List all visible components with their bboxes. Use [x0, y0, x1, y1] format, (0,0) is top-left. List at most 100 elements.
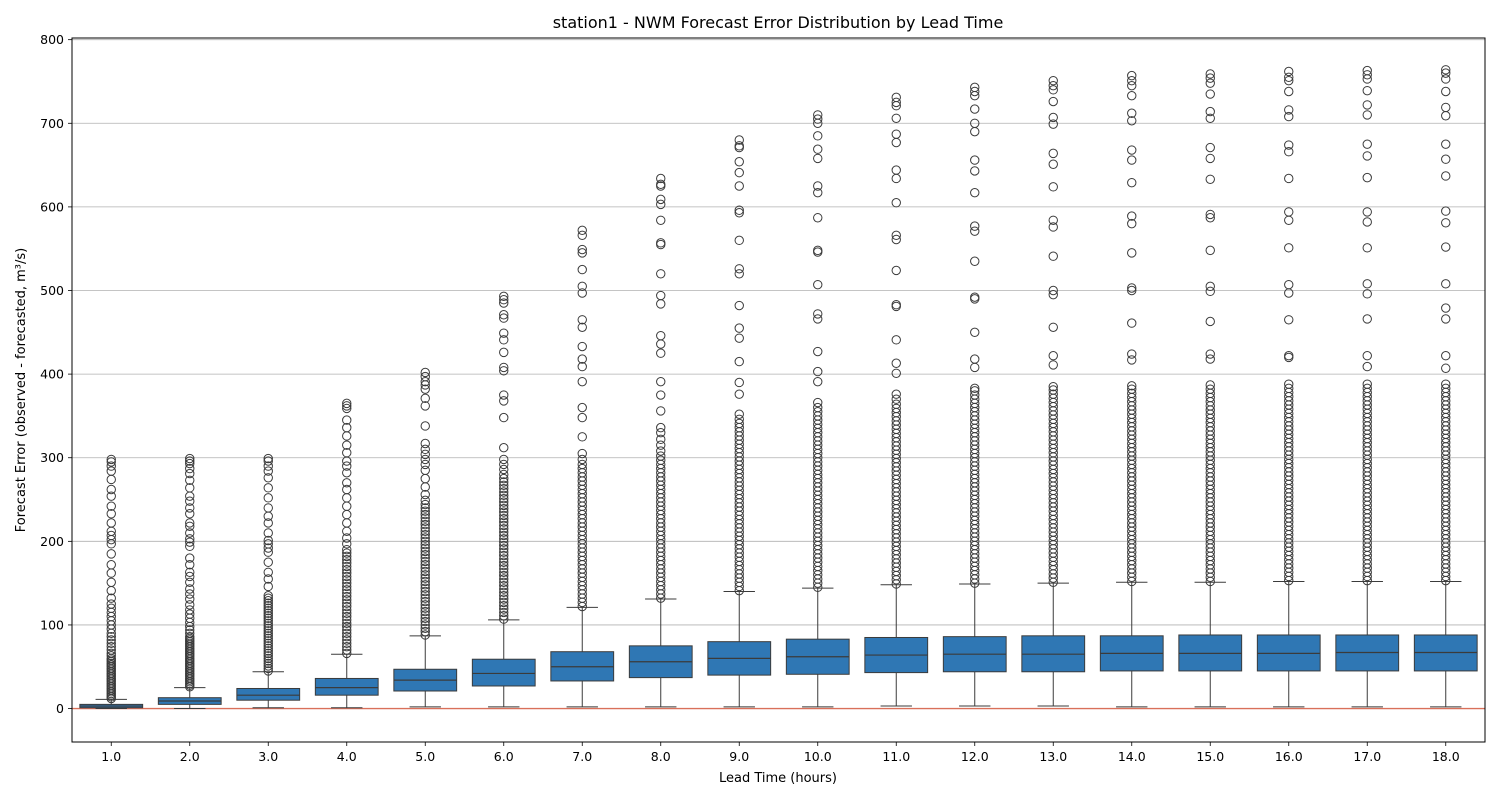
outlier-point — [656, 215, 666, 225]
outlier-point — [1362, 172, 1372, 183]
outlier-point — [106, 530, 116, 541]
outlier-point — [891, 165, 901, 175]
outlier-point — [891, 389, 901, 399]
outlier-point — [342, 565, 352, 575]
outlier-point — [420, 596, 430, 607]
outlier-point — [577, 354, 587, 364]
outlier-point — [499, 291, 509, 302]
outlier-point — [499, 577, 509, 588]
outlier-point — [813, 402, 823, 413]
outlier-point — [577, 264, 587, 275]
outlier-point — [577, 281, 587, 292]
outlier-point — [1284, 105, 1294, 115]
box-3.0 — [236, 671, 301, 709]
outlier-point — [1205, 113, 1215, 123]
outlier-point — [420, 444, 430, 455]
outlier-point — [106, 568, 116, 578]
outlier-point — [813, 346, 823, 357]
outlier-point — [499, 607, 509, 618]
y-tick-label-100: 100 — [40, 617, 64, 632]
outlier-point — [263, 631, 273, 641]
outlier-point — [499, 614, 509, 624]
outlier-point — [185, 521, 195, 531]
outlier-point — [263, 623, 273, 633]
outlier-point — [813, 245, 823, 256]
outlier-point — [106, 599, 116, 609]
outlier-point — [263, 618, 273, 628]
outlier-point — [263, 535, 273, 546]
outlier-point — [263, 603, 273, 613]
outlier-point — [263, 661, 273, 671]
outlier-point — [1048, 148, 1058, 159]
outlier-point — [970, 386, 980, 396]
outlier-point — [499, 328, 509, 338]
outlier-point — [656, 440, 666, 450]
outlier-point — [263, 621, 273, 631]
outlier-point — [106, 549, 116, 559]
outlier-point — [185, 528, 195, 538]
outlier-point — [185, 625, 195, 635]
outlier-point — [342, 544, 352, 555]
outlier-point — [1048, 322, 1058, 332]
outlier-point — [185, 483, 195, 493]
outlier-point — [185, 577, 195, 588]
outlier-point — [499, 504, 509, 514]
outlier-point — [342, 456, 352, 466]
outlier-point — [1362, 100, 1372, 110]
outlier-point — [1048, 222, 1058, 232]
y-tick-label-600: 600 — [40, 199, 64, 214]
outlier-point — [813, 187, 823, 198]
outlier-point — [1127, 211, 1137, 221]
outlier-point — [420, 576, 430, 587]
outlier-point — [1127, 177, 1137, 188]
outliers-14.0 — [1127, 70, 1137, 587]
outlier-point — [420, 556, 430, 567]
outlier-point — [420, 600, 430, 610]
outlier-point — [577, 402, 587, 413]
outlier-point — [499, 464, 509, 475]
y-tick-label-200: 200 — [40, 534, 64, 549]
outlier-point — [891, 230, 901, 241]
outlier-point — [656, 290, 666, 301]
outlier-point — [420, 499, 430, 510]
outlier-point — [813, 397, 823, 408]
box-18.0 — [1413, 580, 1478, 708]
outlier-point — [185, 609, 195, 619]
outlier-point — [970, 82, 980, 93]
outliers-8.0 — [656, 173, 666, 603]
outlier-point — [1048, 285, 1058, 296]
outlier-point — [734, 418, 744, 429]
outlier-point — [185, 537, 195, 547]
outlier-point — [1205, 384, 1215, 394]
outlier-point — [342, 461, 352, 471]
outlier-point — [263, 543, 273, 553]
outlier-point — [106, 648, 116, 659]
outlier-point — [1284, 383, 1294, 394]
outlier-point — [106, 577, 116, 588]
outlier-point — [891, 173, 901, 184]
outlier-point — [1441, 206, 1451, 216]
outlier-point — [499, 524, 509, 534]
outlier-point — [420, 526, 430, 537]
outlier-point — [1127, 381, 1137, 391]
outlier-point — [420, 421, 430, 431]
x-tick-label-5.0: 5.0 — [415, 749, 435, 764]
outlier-point — [577, 432, 587, 442]
outlier-point — [342, 551, 352, 562]
outlier-point — [342, 635, 352, 645]
outlier-point — [420, 533, 430, 543]
outlier-point — [263, 598, 273, 608]
outlier-point — [342, 618, 352, 628]
outlier-point — [813, 181, 823, 191]
outlier-point — [970, 166, 980, 176]
outlier-point — [185, 571, 195, 582]
outlier-point — [342, 568, 352, 578]
outlier-point — [577, 376, 587, 387]
outlier-point — [1205, 349, 1215, 359]
box-body — [471, 658, 536, 687]
outlier-point — [1284, 315, 1294, 325]
outlier-point — [734, 269, 744, 279]
outlier-point — [420, 376, 430, 387]
outlier-point — [577, 288, 587, 298]
